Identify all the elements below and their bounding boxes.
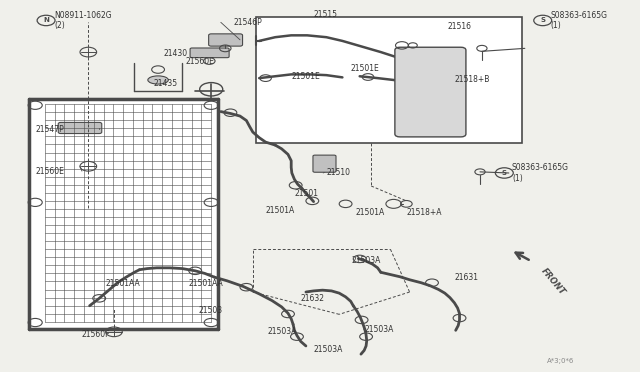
Text: 21518+B: 21518+B (454, 76, 490, 84)
Text: 21501A: 21501A (266, 206, 295, 215)
Text: N08911-1062G
(2): N08911-1062G (2) (54, 11, 112, 30)
Text: 21503: 21503 (198, 306, 223, 315)
Text: S: S (502, 170, 507, 176)
Text: 21632: 21632 (301, 294, 324, 303)
FancyBboxPatch shape (58, 122, 102, 134)
Text: 21516: 21516 (448, 22, 472, 31)
Bar (29, 99, 218, 329)
Text: S08363-6165G
(1): S08363-6165G (1) (512, 163, 569, 183)
FancyBboxPatch shape (190, 48, 229, 58)
Text: 21547P: 21547P (35, 125, 64, 134)
Text: 21560E: 21560E (186, 57, 214, 66)
FancyBboxPatch shape (395, 47, 466, 137)
Bar (256, 17, 522, 143)
FancyBboxPatch shape (209, 34, 243, 46)
Text: 21503A: 21503A (268, 327, 297, 336)
Text: 21503A: 21503A (314, 345, 343, 354)
Text: S08363-6165G
(1): S08363-6165G (1) (550, 11, 607, 30)
Ellipse shape (148, 76, 168, 84)
Text: 21501AA: 21501AA (106, 279, 140, 288)
Text: 21501E: 21501E (351, 64, 380, 73)
Text: 21546P: 21546P (234, 18, 262, 27)
Text: 21515: 21515 (314, 10, 338, 19)
Text: 21518+A: 21518+A (406, 208, 442, 217)
FancyBboxPatch shape (313, 155, 336, 172)
Text: 21560E: 21560E (35, 167, 64, 176)
Text: N: N (43, 17, 49, 23)
Text: 21430: 21430 (163, 49, 188, 58)
Text: 21435: 21435 (154, 79, 178, 88)
Text: 21503A: 21503A (365, 325, 394, 334)
Text: 21501: 21501 (294, 189, 319, 198)
Text: FRONT: FRONT (539, 267, 566, 297)
Text: A*3;0*6: A*3;0*6 (547, 358, 575, 364)
Text: 21503A: 21503A (352, 256, 381, 265)
Text: 21631: 21631 (454, 273, 479, 282)
Text: 21501A: 21501A (355, 208, 385, 217)
Text: S: S (540, 17, 545, 23)
Text: 21501E: 21501E (291, 72, 320, 81)
Text: 21560F: 21560F (82, 330, 111, 339)
Text: 21501AA: 21501AA (189, 279, 223, 288)
Text: 21510: 21510 (326, 169, 351, 177)
